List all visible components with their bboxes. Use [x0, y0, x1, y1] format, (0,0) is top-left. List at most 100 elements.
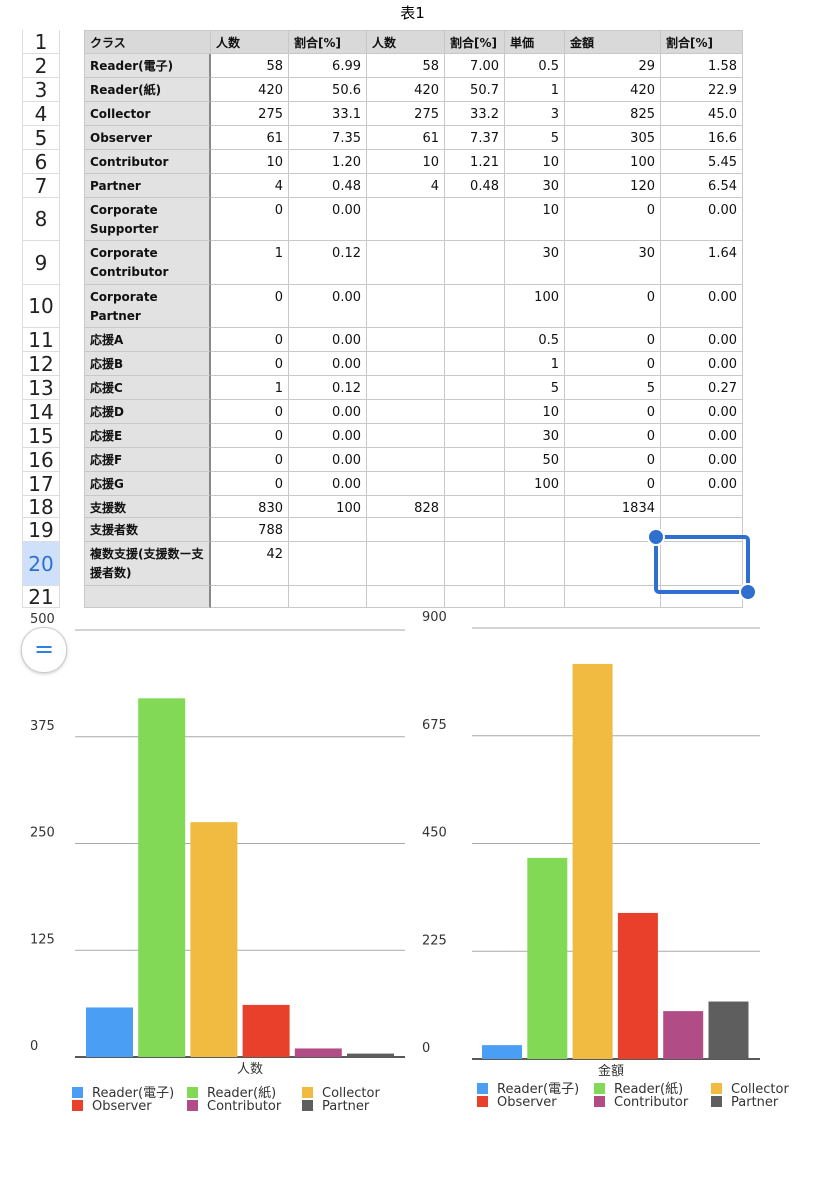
cell[interactable]: 5 — [565, 376, 661, 400]
cell[interactable] — [445, 518, 505, 542]
cell[interactable] — [445, 352, 505, 376]
row-number[interactable]: 10 — [22, 285, 60, 328]
row-number[interactable]: 18 — [22, 495, 60, 519]
cell[interactable]: 0 — [211, 472, 289, 496]
cell[interactable] — [367, 285, 445, 328]
cell[interactable] — [445, 542, 505, 586]
cell[interactable]: 0 — [565, 424, 661, 448]
cell[interactable]: 0 — [211, 448, 289, 472]
cell[interactable]: Corporate Contributor — [84, 241, 211, 285]
cell[interactable]: 7.35 — [289, 126, 367, 150]
cell[interactable]: 828 — [367, 496, 445, 518]
cell[interactable]: 22.9 — [661, 78, 743, 102]
cell[interactable] — [211, 586, 289, 608]
cell[interactable]: 1.20 — [289, 150, 367, 174]
cell[interactable] — [445, 424, 505, 448]
cell[interactable]: 0.5 — [505, 54, 565, 78]
cell[interactable] — [445, 376, 505, 400]
cell[interactable]: 0.00 — [661, 448, 743, 472]
cell[interactable]: 1 — [211, 376, 289, 400]
cell[interactable] — [565, 542, 661, 586]
cell[interactable]: Partner — [84, 174, 211, 198]
cell[interactable]: Corporate Supporter — [84, 198, 211, 241]
cell[interactable]: 応援E — [84, 424, 211, 448]
cell[interactable] — [445, 496, 505, 518]
cell[interactable] — [367, 424, 445, 448]
cell[interactable]: 応援A — [84, 328, 211, 352]
cell[interactable]: 4 — [211, 174, 289, 198]
row-number[interactable]: 16 — [22, 448, 60, 472]
cell[interactable] — [367, 586, 445, 608]
cell[interactable]: 1 — [505, 352, 565, 376]
cell[interactable]: 10 — [505, 400, 565, 424]
cell[interactable]: 42 — [211, 542, 289, 586]
row-number[interactable]: 17 — [22, 472, 60, 496]
cell[interactable]: 6.99 — [289, 54, 367, 78]
row-number[interactable]: 21 — [22, 585, 60, 609]
header-cell[interactable]: 割合[%] — [289, 30, 367, 54]
cell[interactable]: 30 — [505, 424, 565, 448]
cell[interactable] — [661, 496, 743, 518]
cell[interactable]: 0 — [565, 448, 661, 472]
cell[interactable]: 0.00 — [289, 285, 367, 328]
cell[interactable]: 100 — [289, 496, 367, 518]
row-number[interactable]: 5 — [22, 126, 60, 150]
cell[interactable]: 応援F — [84, 448, 211, 472]
cell[interactable]: 0.00 — [289, 400, 367, 424]
cell[interactable]: 420 — [367, 78, 445, 102]
cell[interactable]: 45.0 — [661, 102, 743, 126]
cell[interactable] — [505, 496, 565, 518]
cell[interactable]: Reader(紙) — [84, 78, 211, 102]
cell[interactable]: 30 — [505, 174, 565, 198]
cell[interactable]: 1 — [505, 78, 565, 102]
row-number[interactable]: 9 — [22, 241, 60, 285]
cell[interactable]: 1.64 — [661, 241, 743, 285]
cell[interactable]: 100 — [565, 150, 661, 174]
cell[interactable]: 0.00 — [289, 352, 367, 376]
cell[interactable]: 275 — [367, 102, 445, 126]
cell[interactable]: 1.21 — [445, 150, 505, 174]
cell[interactable]: 複数支援(支援数ー支援者数) — [84, 542, 211, 586]
cell[interactable]: 0 — [211, 198, 289, 241]
cell[interactable]: 0 — [565, 285, 661, 328]
header-cell[interactable]: 金額 — [565, 30, 661, 54]
cell[interactable]: 0.27 — [661, 376, 743, 400]
cell[interactable] — [367, 198, 445, 241]
cell[interactable] — [367, 448, 445, 472]
formula-button[interactable]: = — [21, 627, 67, 673]
cell[interactable]: 0.48 — [445, 174, 505, 198]
cell[interactable] — [445, 472, 505, 496]
cell[interactable]: Reader(電子) — [84, 54, 211, 78]
cell[interactable] — [505, 586, 565, 608]
row-number[interactable]: 15 — [22, 424, 60, 448]
cell[interactable] — [289, 542, 367, 586]
cell[interactable]: 50.6 — [289, 78, 367, 102]
cell[interactable]: 1 — [211, 241, 289, 285]
cell[interactable] — [445, 586, 505, 608]
header-cell[interactable]: 割合[%] — [445, 30, 505, 54]
row-number[interactable]: 3 — [22, 78, 60, 102]
cell[interactable] — [445, 285, 505, 328]
cell[interactable]: 応援G — [84, 472, 211, 496]
cell[interactable] — [445, 198, 505, 241]
cell[interactable]: 5 — [505, 376, 565, 400]
cell[interactable]: 0 — [211, 328, 289, 352]
cell[interactable]: 0.00 — [661, 400, 743, 424]
header-cell[interactable]: クラス — [84, 30, 211, 54]
cell[interactable]: 7.37 — [445, 126, 505, 150]
cell[interactable]: 0.00 — [661, 352, 743, 376]
header-cell[interactable]: 人数 — [367, 30, 445, 54]
cell[interactable]: 33.2 — [445, 102, 505, 126]
cell[interactable]: Contributor — [84, 150, 211, 174]
cell[interactable] — [367, 542, 445, 586]
cell[interactable] — [367, 352, 445, 376]
row-number[interactable]: 13 — [22, 376, 60, 400]
cell[interactable] — [84, 586, 211, 608]
cell[interactable]: 0.00 — [289, 424, 367, 448]
row-number[interactable]: 20 — [22, 542, 60, 586]
cell[interactable]: 30 — [565, 241, 661, 285]
cell[interactable]: 1.58 — [661, 54, 743, 78]
cell[interactable]: 33.1 — [289, 102, 367, 126]
header-cell[interactable]: 割合[%] — [661, 30, 743, 54]
cell[interactable] — [445, 448, 505, 472]
